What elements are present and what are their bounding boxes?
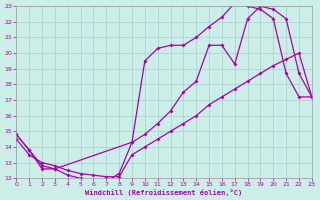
X-axis label: Windchill (Refroidissement éolien,°C): Windchill (Refroidissement éolien,°C) <box>85 189 243 196</box>
